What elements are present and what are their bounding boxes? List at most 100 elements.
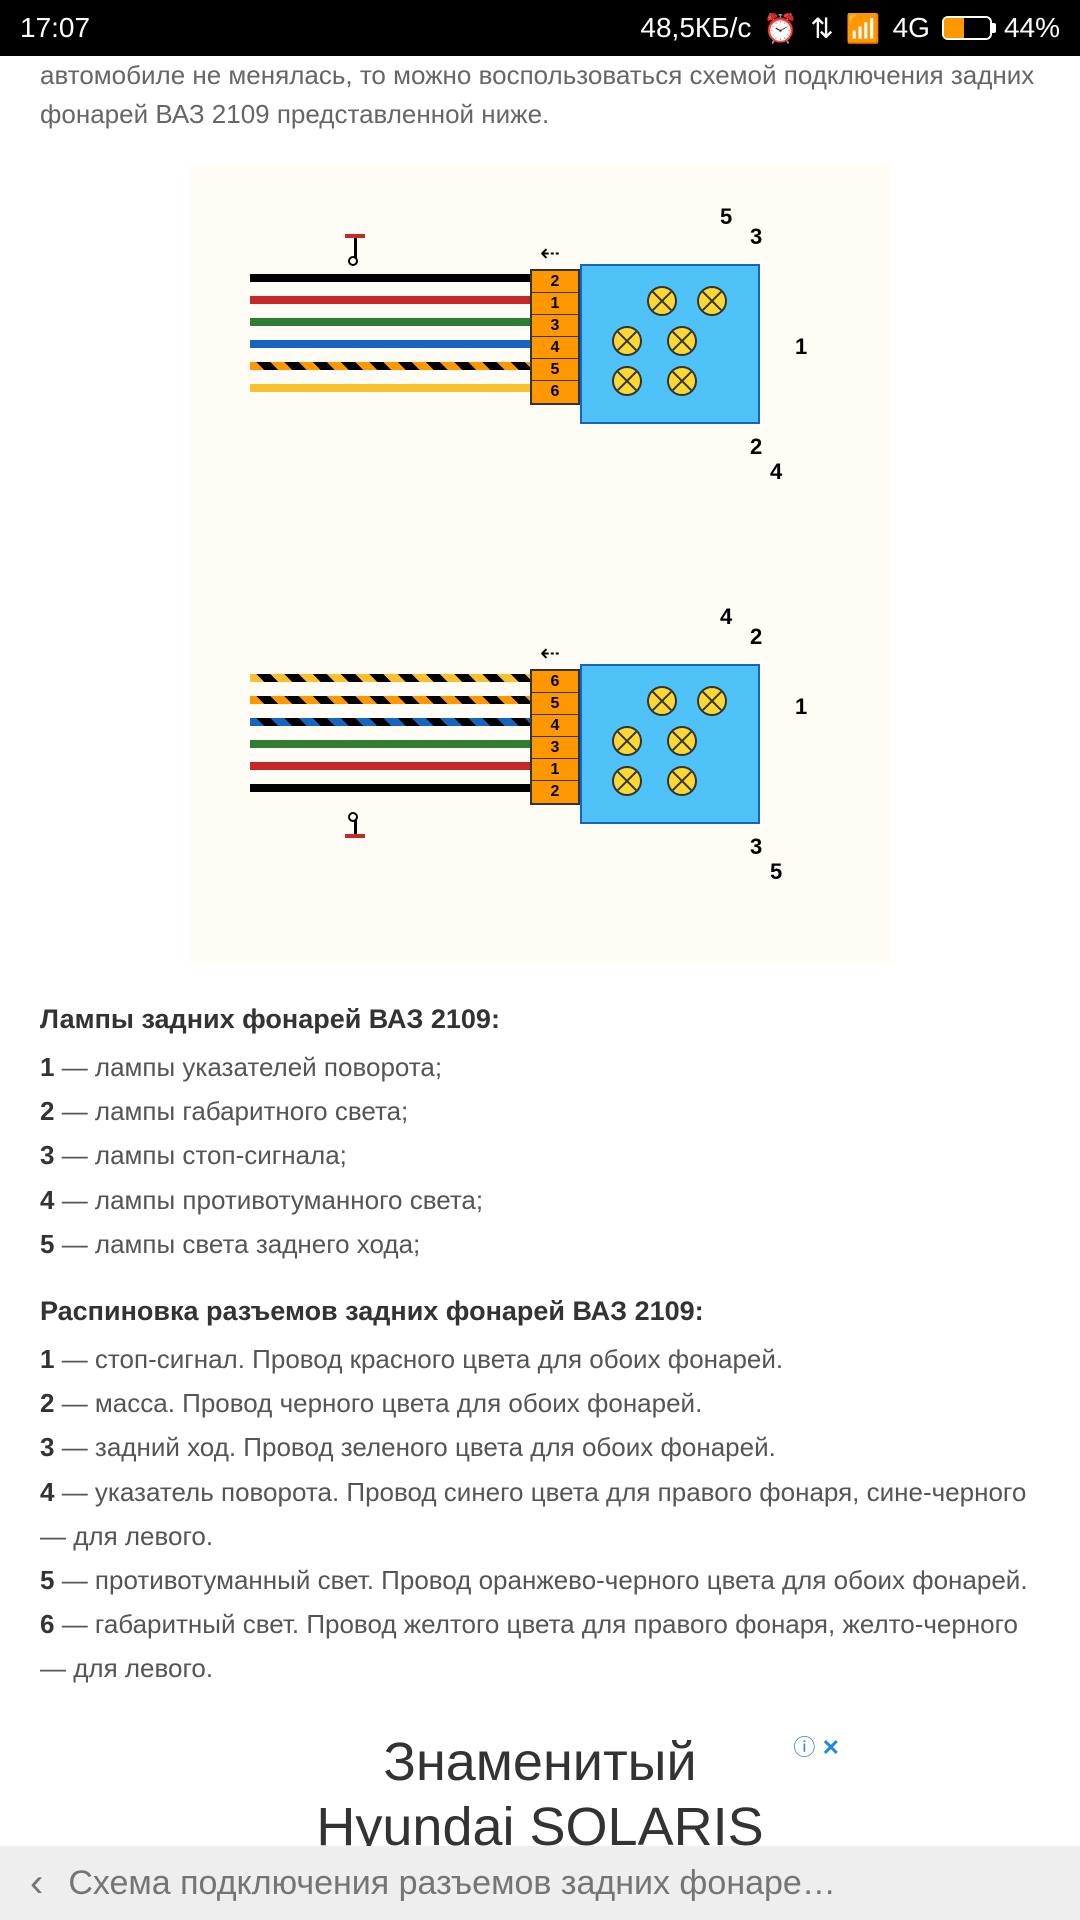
- ground-symbol-icon: [345, 814, 365, 844]
- legend-item: 2 — масса. Провод черного цвета для обои…: [40, 1381, 1040, 1425]
- callout-label: 4: [720, 604, 732, 630]
- browser-bottom-bar[interactable]: ‹ Схема подключения разъемов задних фона…: [0, 1846, 1080, 1920]
- ad-line2[interactable]: Hyundai SOLARIS: [240, 1795, 840, 1846]
- direction-arrow-icon: ⇠: [540, 639, 560, 668]
- legend-item: 3 — лампы стоп-сигнала;: [40, 1133, 1040, 1177]
- legend-number: 3: [40, 1432, 54, 1462]
- battery-icon: [942, 16, 992, 40]
- terminal-pin: 5: [532, 693, 578, 715]
- ad-line1[interactable]: Знаменитый: [240, 1730, 840, 1795]
- legend-item: 1 — лампы указателей поворота;: [40, 1045, 1040, 1089]
- lamp-icon: [667, 366, 697, 396]
- lamp-icon: [612, 726, 642, 756]
- legend-item: 5 — противотуманный свет. Провод оранжев…: [40, 1558, 1040, 1602]
- legend-number: 3: [40, 1140, 54, 1170]
- legend-item: 5 — лампы света заднего хода;: [40, 1222, 1040, 1266]
- terminal-pin: 4: [532, 337, 578, 359]
- legend-item: 4 — лампы противотуманного света;: [40, 1178, 1040, 1222]
- ad-close-icon[interactable]: ✕: [822, 1735, 840, 1760]
- legend-text: — лампы противотуманного света;: [54, 1185, 483, 1215]
- lamp-icon: [612, 766, 642, 796]
- terminal-pin: 1: [532, 759, 578, 781]
- pinout-heading: Распиновка разъемов задних фонарей ВАЗ 2…: [0, 1286, 1080, 1337]
- direction-arrow-icon: ⇠: [540, 239, 560, 268]
- intro-paragraph: автомобиле не менялась, то можно восполь…: [0, 56, 1080, 134]
- battery-percent: 44%: [1004, 12, 1060, 44]
- legend-item: 1 — стоп-сигнал. Провод красного цвета д…: [40, 1337, 1040, 1381]
- lamps-legend: 1 — лампы указателей поворота;2 — лампы …: [0, 1045, 1080, 1266]
- wire: [250, 340, 530, 348]
- legend-item: 3 — задний ход. Провод зеленого цвета дл…: [40, 1425, 1040, 1469]
- lamp-housing-bottom: [580, 664, 760, 824]
- status-speed: 48,5КБ/с: [640, 12, 751, 44]
- status-right: 48,5КБ/с ⏰ ⇅ 📶 4G 44%: [640, 12, 1060, 45]
- terminal-pin: 3: [532, 315, 578, 337]
- ad-info[interactable]: ⓘ ✕: [793, 1730, 840, 1762]
- lamp-icon: [667, 726, 697, 756]
- page-content[interactable]: автомобиле не менялась, то можно восполь…: [0, 56, 1080, 1846]
- legend-text: — лампы указателей поворота;: [54, 1052, 442, 1082]
- page-title-truncated: Схема подключения разъемов задних фонаре…: [68, 1864, 836, 1903]
- legend-number: 4: [40, 1477, 54, 1507]
- wire: [250, 696, 530, 704]
- wire: [250, 784, 530, 792]
- wire: [250, 274, 530, 282]
- lamp-icon: [667, 326, 697, 356]
- lamp-icon: [647, 686, 677, 716]
- lamp-icon: [647, 286, 677, 316]
- terminal-pin: 1: [532, 293, 578, 315]
- wire: [250, 318, 530, 326]
- lamp-icon: [667, 766, 697, 796]
- advertisement[interactable]: ⓘ ✕ Знаменитый Hyundai SOLARIS: [240, 1730, 840, 1846]
- legend-text: — стоп-сигнал. Провод красного цвета для…: [54, 1344, 783, 1374]
- network-type: 4G: [893, 12, 930, 44]
- lamp-icon: [697, 686, 727, 716]
- back-chevron-icon[interactable]: ‹: [30, 1861, 43, 1906]
- legend-text: — масса. Провод черного цвета для обоих …: [54, 1388, 702, 1418]
- callout-label: 2: [750, 624, 762, 650]
- legend-number: 2: [40, 1096, 54, 1126]
- legend-number: 6: [40, 1609, 54, 1639]
- legend-text: — габаритный свет. Провод желтого цвета …: [40, 1609, 1018, 1683]
- wire: [250, 362, 530, 370]
- status-bar: 17:07 48,5КБ/с ⏰ ⇅ 📶 4G 44%: [0, 0, 1080, 56]
- alarm-icon: ⏰: [763, 12, 798, 45]
- terminal-block-top: 213456: [530, 269, 580, 405]
- ground-symbol-icon: [345, 234, 365, 264]
- legend-text: — лампы стоп-сигнала;: [54, 1140, 346, 1170]
- wire: [250, 296, 530, 304]
- callout-label: 5: [720, 204, 732, 230]
- wire: [250, 740, 530, 748]
- terminal-pin: 5: [532, 359, 578, 381]
- legend-number: 1: [40, 1344, 54, 1374]
- legend-item: 6 — габаритный свет. Провод желтого цвет…: [40, 1602, 1040, 1690]
- legend-number: 5: [40, 1229, 54, 1259]
- terminal-block-bottom: 654312: [530, 669, 580, 805]
- wire: [250, 718, 530, 726]
- lamp-icon: [612, 366, 642, 396]
- legend-text: — указатель поворота. Провод синего цвет…: [40, 1477, 1026, 1551]
- callout-label: 1: [795, 334, 807, 360]
- terminal-pin: 6: [532, 381, 578, 403]
- ad-info-icon[interactable]: ⓘ: [793, 1735, 815, 1760]
- callout-label: 1: [795, 694, 807, 720]
- wire: [250, 384, 530, 392]
- legend-number: 5: [40, 1565, 54, 1595]
- lamp-icon: [697, 286, 727, 316]
- terminal-pin: 6: [532, 671, 578, 693]
- legend-item: 2 — лампы габаритного света;: [40, 1089, 1040, 1133]
- signal-icon: 📶: [846, 12, 881, 45]
- legend-text: — противотуманный свет. Провод оранжево-…: [54, 1565, 1027, 1595]
- callout-label: 3: [750, 224, 762, 250]
- status-time: 17:07: [20, 12, 90, 44]
- wire: [250, 674, 530, 682]
- wire: [250, 762, 530, 770]
- callout-label: 2: [750, 434, 762, 460]
- legend-text: — лампы габаритного света;: [54, 1096, 408, 1126]
- lamp-icon: [612, 326, 642, 356]
- terminal-pin: 3: [532, 737, 578, 759]
- terminal-pin: 4: [532, 715, 578, 737]
- legend-text: — лампы света заднего хода;: [54, 1229, 420, 1259]
- legend-number: 4: [40, 1185, 54, 1215]
- legend-number: 2: [40, 1388, 54, 1418]
